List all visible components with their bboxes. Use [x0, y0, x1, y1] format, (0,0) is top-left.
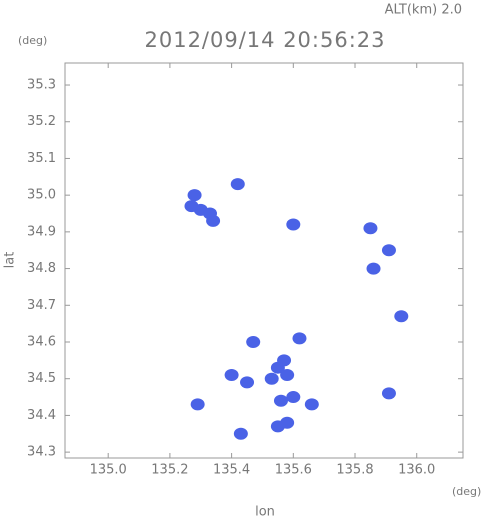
echo-point — [381, 387, 396, 400]
echo-point — [280, 369, 295, 382]
echo-point — [292, 332, 307, 345]
echo-point — [363, 222, 378, 235]
echo-point — [286, 218, 301, 231]
y-tick-label: 35.2 — [27, 114, 56, 129]
echo-point — [206, 214, 221, 227]
y-tick-label: 34.3 — [27, 445, 56, 460]
echo-point — [273, 394, 288, 407]
y-tick-label: 35.3 — [27, 78, 56, 93]
echo-point — [394, 310, 409, 323]
x-unit: (deg) — [452, 485, 481, 498]
y-unit: (deg) — [18, 34, 47, 47]
echo-point — [264, 372, 279, 385]
x-tick-label: 136.0 — [398, 463, 435, 478]
echo-point — [277, 354, 292, 367]
echo-point — [190, 398, 205, 411]
echo-point — [280, 416, 295, 429]
echo-point — [233, 427, 248, 440]
plot-frame — [64, 62, 464, 459]
echo-point — [230, 178, 245, 191]
chart-title: 2012/09/14 20:56:23 — [144, 28, 385, 52]
y-tick-label: 35.1 — [27, 151, 56, 166]
x-axis-label: lon — [255, 505, 275, 520]
x-tick-label: 135.8 — [336, 463, 373, 478]
y-tick-label: 34.6 — [27, 334, 56, 349]
y-tick-label: 34.5 — [27, 371, 56, 386]
x-tick-label: 135.6 — [275, 463, 312, 478]
echo-point — [304, 398, 319, 411]
echo-point — [240, 376, 255, 389]
y-tick-label: 34.8 — [27, 261, 56, 276]
subtitle: ALT(km) 2.0 — [385, 3, 462, 18]
echo-point — [224, 369, 239, 382]
y-tick-label: 35.0 — [27, 188, 56, 203]
y-tick-label: 34.9 — [27, 224, 56, 239]
echo-point — [286, 391, 301, 404]
echo-point — [366, 262, 381, 275]
x-tick-label: 135.4 — [213, 463, 250, 478]
y-tick-label: 34.4 — [27, 408, 56, 423]
y-tick-label: 34.7 — [27, 298, 56, 313]
echo-point — [184, 200, 199, 213]
x-tick-label: 135.2 — [151, 463, 188, 478]
y-axis-label: lat — [3, 252, 18, 269]
echo-point — [381, 244, 396, 257]
echo-point — [187, 189, 202, 202]
x-tick-label: 135.0 — [90, 463, 127, 478]
echo-point — [246, 335, 261, 348]
